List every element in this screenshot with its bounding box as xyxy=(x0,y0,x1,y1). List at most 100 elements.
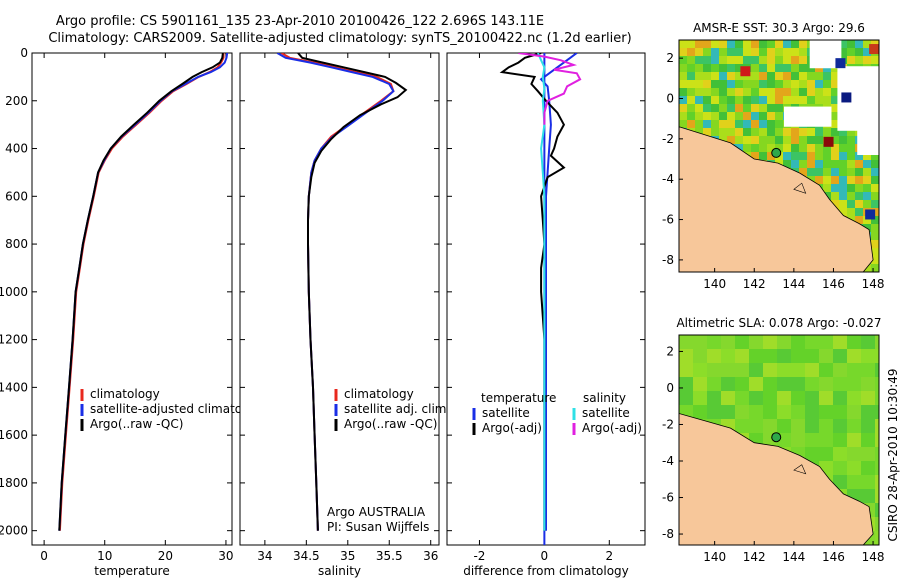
map-cell xyxy=(831,104,839,112)
map-cell xyxy=(751,56,759,64)
map-cell xyxy=(791,96,799,104)
map-cell xyxy=(767,56,775,64)
x-tick-label: 34.5 xyxy=(293,549,320,563)
map-cell xyxy=(703,128,711,136)
map-cell xyxy=(763,377,777,391)
map-cell xyxy=(751,152,759,160)
map-cell xyxy=(763,335,777,349)
land-mass xyxy=(679,126,874,272)
map-cell xyxy=(695,96,703,104)
map-cell xyxy=(791,377,805,391)
map-cell xyxy=(823,72,831,80)
map-cell xyxy=(727,72,735,80)
map-cell xyxy=(775,48,783,56)
map-cell xyxy=(727,96,735,104)
map-cell xyxy=(775,64,783,72)
map-cell xyxy=(695,64,703,72)
series-line xyxy=(297,53,408,531)
map-cell xyxy=(749,419,763,433)
map-cell xyxy=(719,64,727,72)
map-cell xyxy=(711,104,719,112)
map-cell xyxy=(791,136,799,144)
map-y-tick-label: 0 xyxy=(666,381,674,395)
map-cell xyxy=(777,419,791,433)
map-cell xyxy=(791,88,799,96)
map-cell xyxy=(711,120,719,128)
map-cell xyxy=(743,40,751,48)
map-cell xyxy=(807,136,815,144)
map-cell xyxy=(759,120,767,128)
map-cell xyxy=(861,489,875,503)
map-cell xyxy=(751,136,759,144)
map-cell xyxy=(695,88,703,96)
map-cell xyxy=(783,144,791,152)
map-cell xyxy=(703,104,711,112)
map-cell xyxy=(695,120,703,128)
temperature-panel: 0 10 20 30 0 200 400 600 800 1000 1200 1400 1600 1800… xyxy=(0,46,268,578)
map-cell xyxy=(831,152,839,160)
map-cell xyxy=(693,363,707,377)
map-cell xyxy=(855,200,863,208)
x-tick-label: 36 xyxy=(423,549,438,563)
map-cell xyxy=(861,335,875,349)
map-cell xyxy=(719,112,727,120)
map-cell xyxy=(839,200,847,208)
map-cell xyxy=(799,96,807,104)
map-cell xyxy=(775,96,783,104)
plot-frame xyxy=(239,52,440,546)
map-cell xyxy=(743,56,751,64)
map-cell xyxy=(799,152,807,160)
y-tick-label: 800 xyxy=(5,237,28,251)
map-cell xyxy=(719,56,727,64)
map-cell xyxy=(711,48,719,56)
map-cell xyxy=(721,335,735,349)
map-cell xyxy=(719,120,727,128)
map-y-tick-label: -4 xyxy=(662,454,674,468)
map-cell xyxy=(759,72,767,80)
map-cell xyxy=(679,96,687,104)
map-cell xyxy=(735,363,749,377)
map-cell xyxy=(863,216,871,224)
map-cell xyxy=(783,88,791,96)
legend-entry: Argo(..raw -QC) xyxy=(90,417,183,431)
map-cell xyxy=(875,391,879,405)
map-cell xyxy=(833,475,847,489)
map-cell xyxy=(847,144,855,152)
map-cell xyxy=(839,136,847,144)
map-cell xyxy=(703,64,711,72)
map-title: Altimetric SLA: 0.078 Argo: -0.027 xyxy=(676,316,881,330)
legend-entry: climatology xyxy=(344,387,414,401)
sst-map: AMSR-E SST: 30.3 Argo: 29.6 140 142 144 146 1… xyxy=(662,21,884,291)
map-cell xyxy=(721,377,735,391)
header-line-1: Argo profile: CS 5901161_135 23-Apr-2010… xyxy=(56,14,544,29)
map-cell xyxy=(735,64,743,72)
map-cell xyxy=(847,405,861,419)
map-cell xyxy=(735,144,743,152)
map-y-tick-label: 0 xyxy=(666,92,674,106)
map-cell xyxy=(751,72,759,80)
map-cell xyxy=(847,200,855,208)
map-cell xyxy=(819,391,833,405)
map-cell xyxy=(823,176,831,184)
map-cell xyxy=(695,80,703,88)
map-cell xyxy=(875,503,879,517)
map-cell xyxy=(839,128,847,136)
map-cell xyxy=(791,72,799,80)
map-cell xyxy=(719,96,727,104)
extreme-cell xyxy=(869,44,879,55)
x-tick-label: 0 xyxy=(40,549,48,563)
map-cell xyxy=(767,120,775,128)
map-cell xyxy=(815,144,823,152)
y-tick-label: 200 xyxy=(5,94,28,108)
x-tick-label: 2 xyxy=(605,549,613,563)
map-cell xyxy=(687,40,695,48)
map-cell xyxy=(839,184,847,192)
map-cell xyxy=(823,160,831,168)
map-cell xyxy=(871,256,879,264)
map-cell xyxy=(861,461,875,475)
map-cell xyxy=(815,160,823,168)
map-cell xyxy=(759,64,767,72)
map-cell xyxy=(831,192,839,200)
y-tick-label: 2000 xyxy=(0,524,28,538)
extreme-cell xyxy=(841,92,852,103)
